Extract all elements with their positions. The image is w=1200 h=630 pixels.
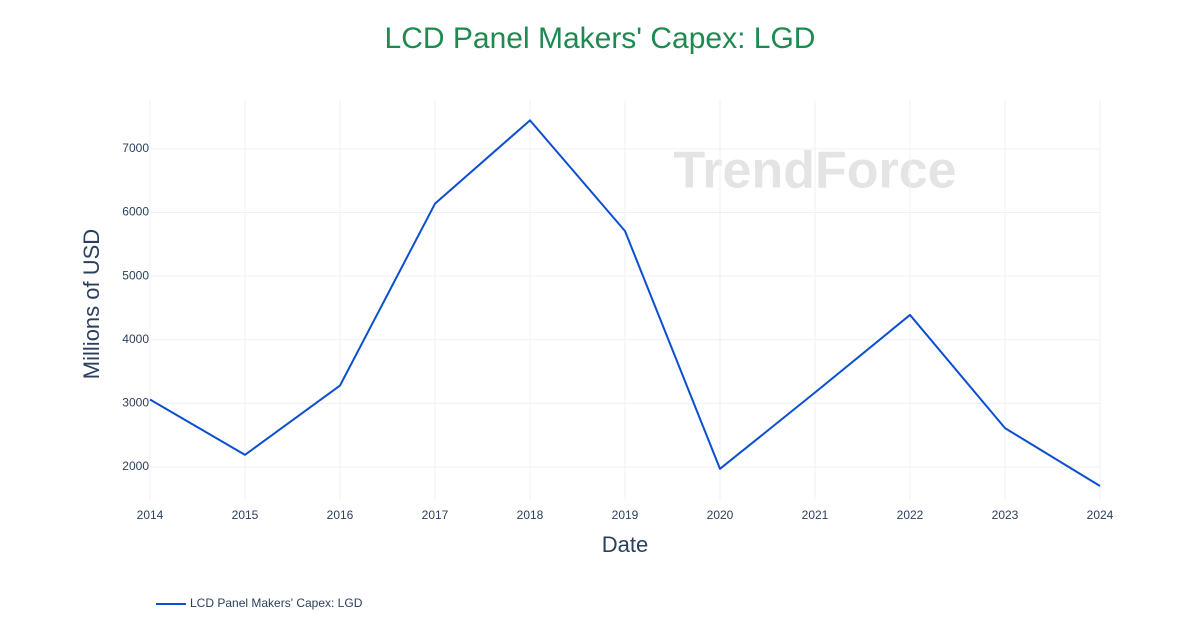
x-tick-label: 2024 <box>1087 508 1114 522</box>
chart-title: LCD Panel Makers' Capex: LGD <box>385 22 816 55</box>
x-tick-label: 2021 <box>802 508 829 522</box>
y-tick-label: 7000 <box>122 141 149 155</box>
grid <box>149 100 1101 500</box>
y-tick-label: 6000 <box>122 205 149 219</box>
legend-label: LCD Panel Makers' Capex: LGD <box>190 596 363 610</box>
x-tick-label: 2022 <box>897 508 924 522</box>
y-axis-title: Millions of USD <box>79 229 104 379</box>
x-tick-label: 2017 <box>422 508 449 522</box>
x-axis-title: Date <box>602 532 648 557</box>
x-tick-label: 2016 <box>327 508 354 522</box>
x-tick-label: 2018 <box>517 508 544 522</box>
x-tick-label: 2019 <box>612 508 639 522</box>
y-tick-label: 4000 <box>122 332 149 346</box>
x-tick-label: 2020 <box>707 508 734 522</box>
y-tick-label: 2000 <box>122 459 149 473</box>
x-tick-label: 2014 <box>137 508 164 522</box>
y-tick-label: 3000 <box>122 396 149 410</box>
y-tick-label: 5000 <box>122 268 149 282</box>
x-tick-label: 2015 <box>232 508 259 522</box>
data-line <box>149 119 1101 487</box>
x-tick-label: 2023 <box>992 508 1019 522</box>
